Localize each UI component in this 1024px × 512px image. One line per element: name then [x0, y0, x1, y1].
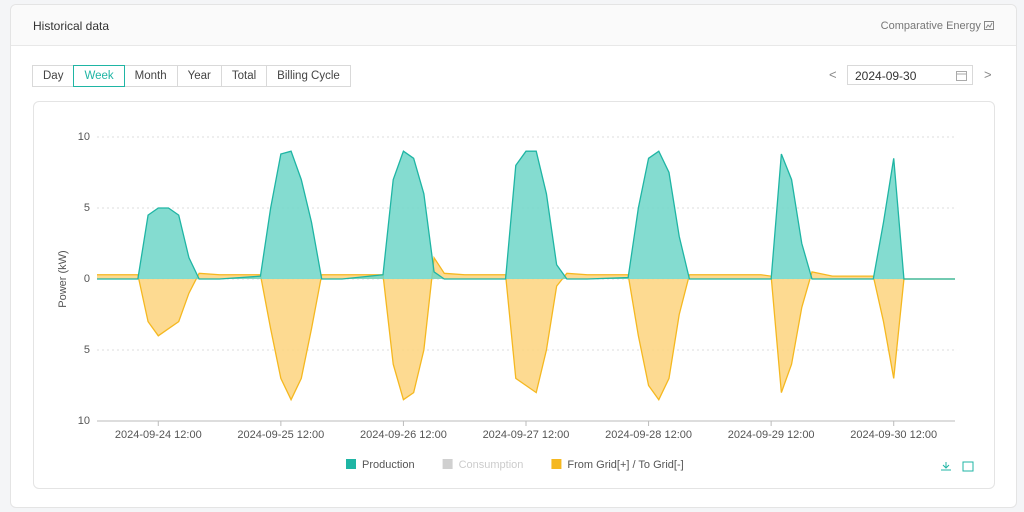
- legend-label[interactable]: Consumption: [459, 459, 524, 471]
- area-fill: [97, 151, 955, 279]
- x-tick-label: 2024-09-25 12:00: [237, 429, 324, 441]
- y-tick-label: 0: [84, 273, 90, 285]
- series-line: [97, 150, 955, 280]
- comparative-energy-link[interactable]: Comparative Energy: [881, 20, 994, 32]
- table-icon[interactable]: [962, 461, 974, 472]
- tab[interactable]: Billing Cycle: [266, 65, 351, 87]
- legend-label[interactable]: From Grid[+] / To Grid[-]: [567, 459, 683, 471]
- y-tick-label: 10: [78, 131, 90, 143]
- next-date[interactable]: >: [984, 67, 992, 82]
- prev-date[interactable]: <: [829, 67, 837, 82]
- tab[interactable]: Total: [220, 65, 268, 87]
- series-line: [97, 255, 955, 402]
- y-tick-label: 5: [84, 344, 90, 356]
- calendar-icon[interactable]: [956, 70, 967, 81]
- x-tick-label: 2024-09-24 12:00: [115, 429, 202, 441]
- tab-bar: Day Week Month Year Total Billing Cycle: [32, 65, 351, 87]
- link-icon[interactable]: [984, 21, 994, 30]
- legend-swatch[interactable]: [551, 459, 562, 469]
- tab[interactable]: Day: [32, 65, 75, 87]
- y-tick-label: 5: [84, 202, 90, 214]
- card-title: Historical data: [33, 19, 110, 33]
- legend-label[interactable]: Production: [362, 459, 415, 471]
- legend-swatch[interactable]: [442, 459, 453, 469]
- y-axis-label: Power (kW): [57, 250, 69, 307]
- x-tick-label: 2024-09-30 12:00: [850, 429, 937, 441]
- download-icon[interactable]: [941, 462, 951, 471]
- tab[interactable]: Week: [73, 65, 125, 87]
- x-tick-label: 2024-09-29 12:00: [728, 429, 815, 441]
- date-text[interactable]: 2024-09-30: [855, 69, 917, 83]
- date-picker[interactable]: 2024-09-30: [847, 65, 973, 85]
- tab[interactable]: Month: [123, 65, 178, 87]
- x-tick-label: 2024-09-26 12:00: [360, 429, 447, 441]
- y-tick-label: 10: [78, 415, 90, 427]
- card-header: Historical data Comparative Energy: [11, 5, 1016, 46]
- area-fill: [97, 257, 955, 400]
- chart-panel: [33, 101, 995, 489]
- link-text[interactable]: Comparative Energy: [880, 20, 981, 32]
- x-tick-label: 2024-09-28 12:00: [605, 429, 692, 441]
- legend-swatch[interactable]: [346, 459, 356, 469]
- x-tick-label: 2024-09-27 12:00: [483, 429, 570, 441]
